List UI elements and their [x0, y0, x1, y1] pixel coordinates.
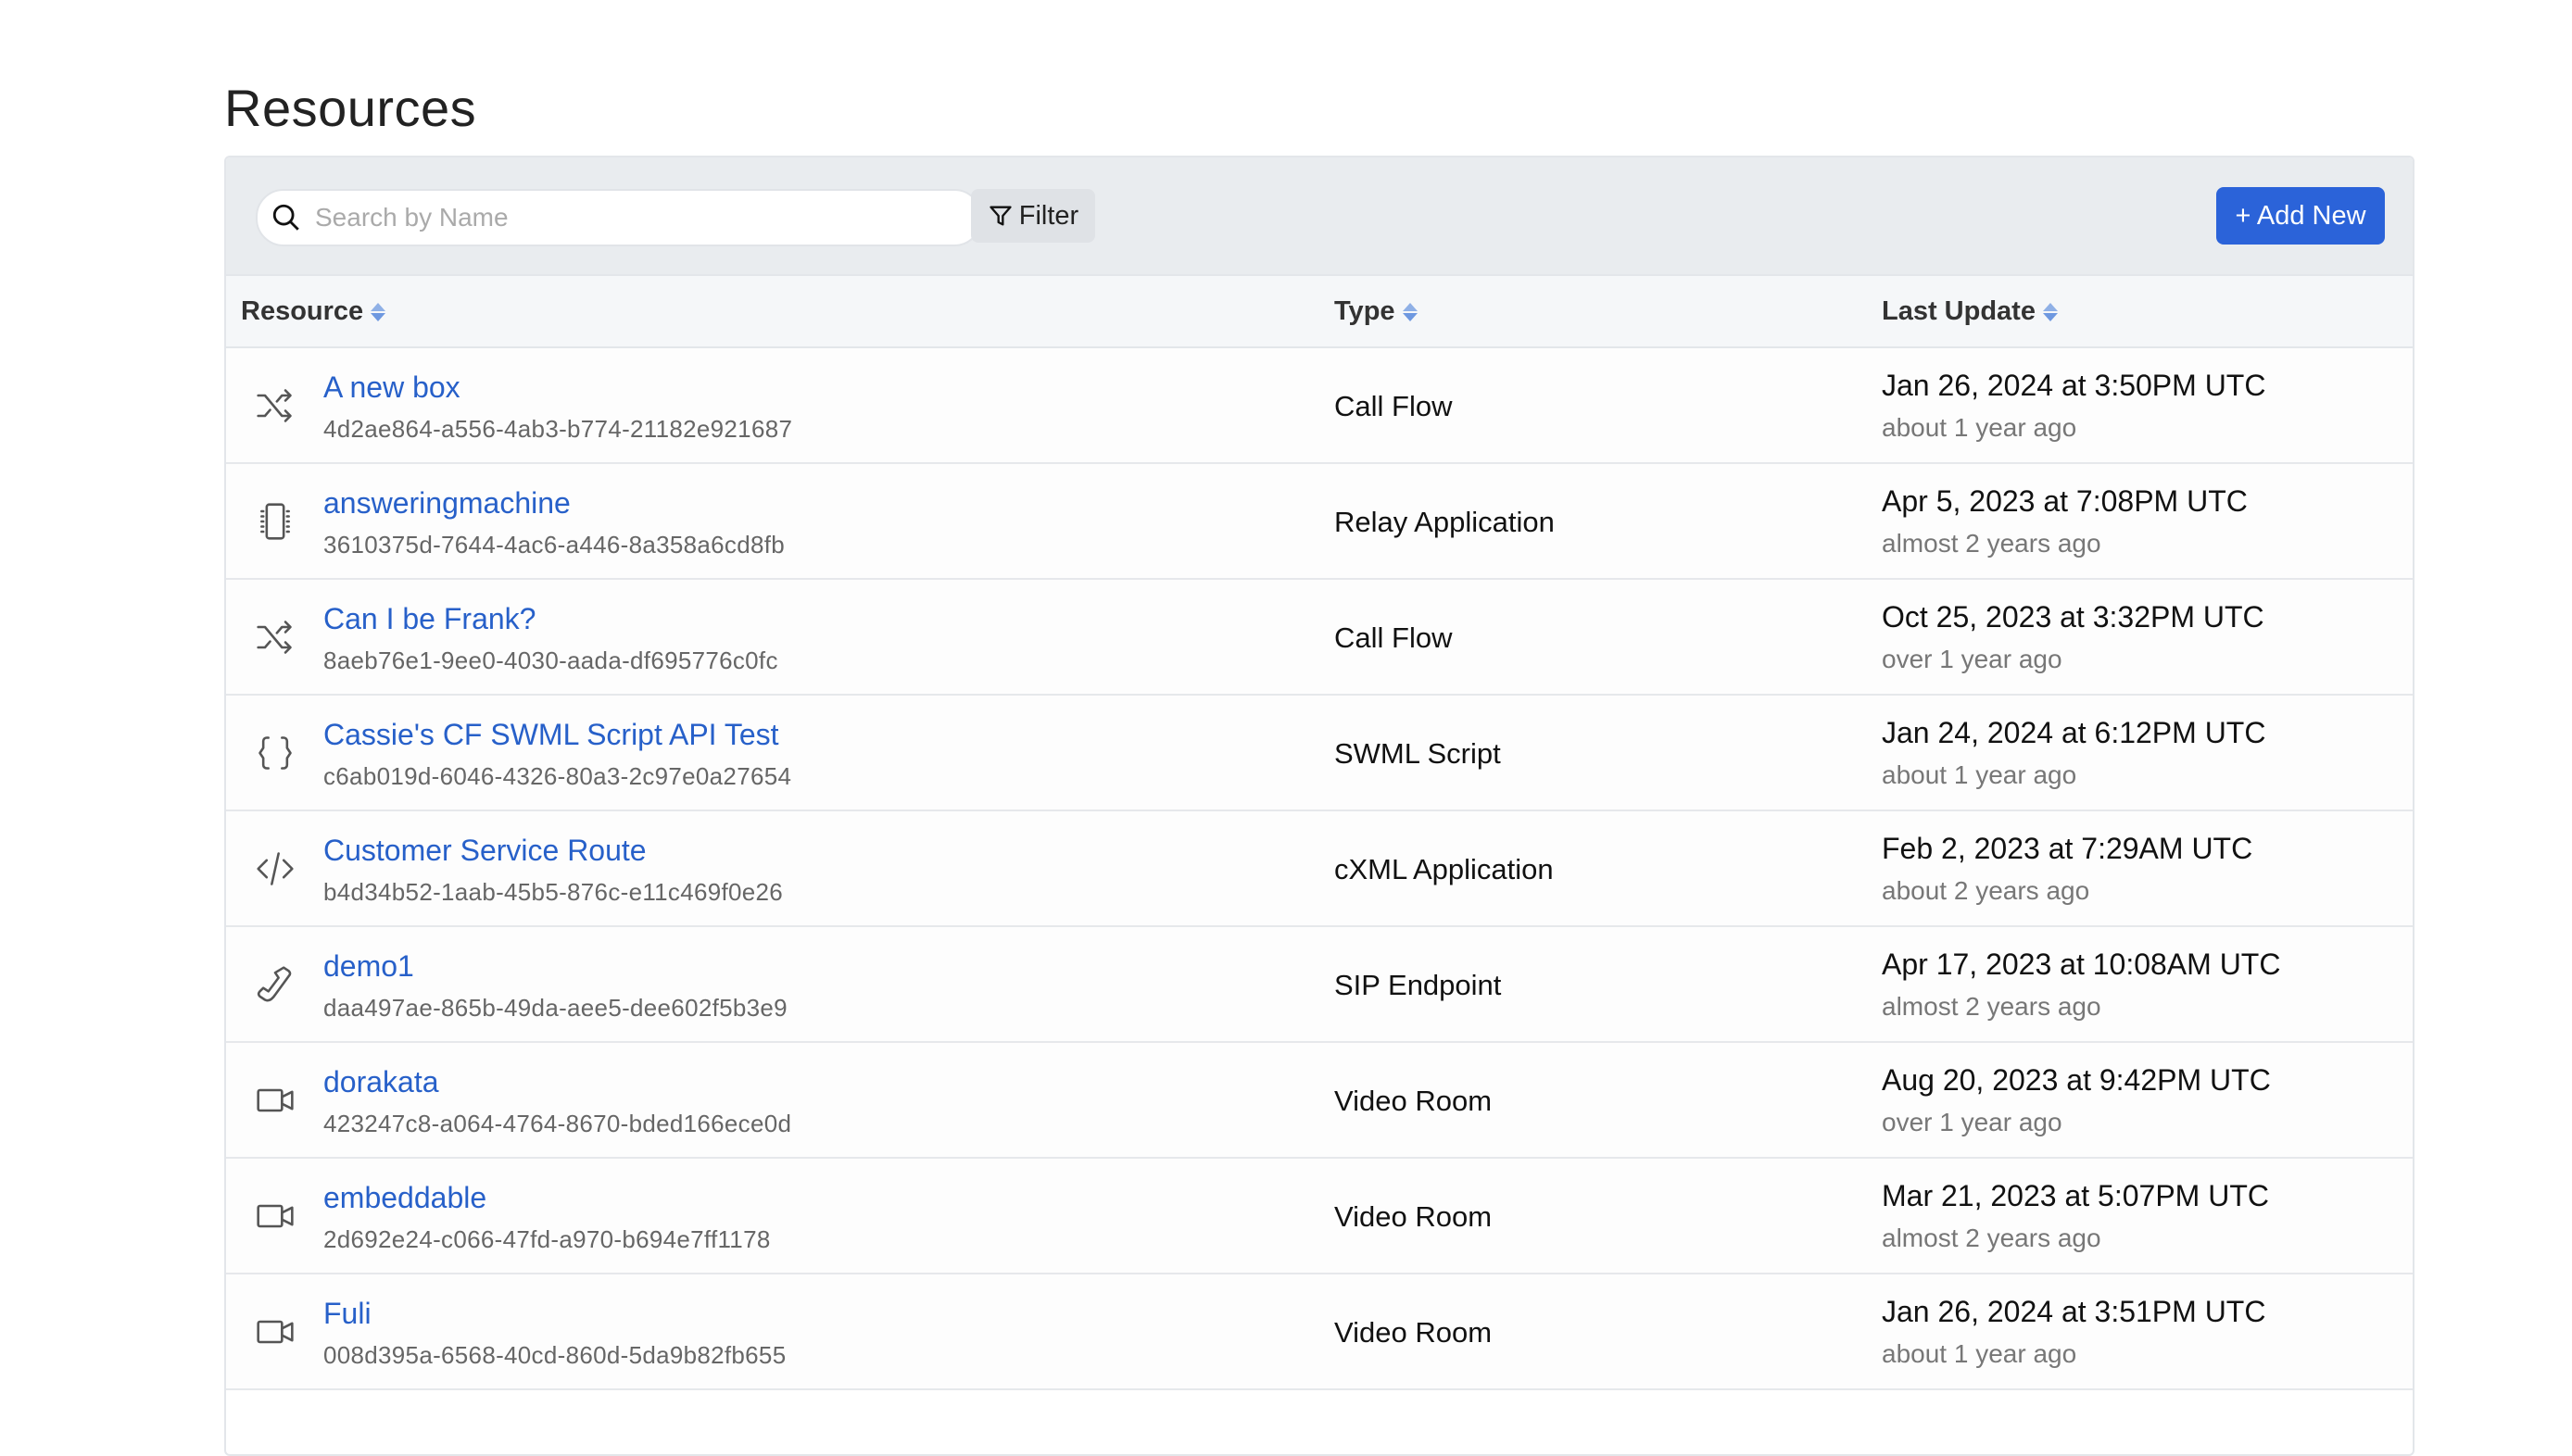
resource-type: Video Room [1334, 1200, 1493, 1233]
last-update-relative: about 1 year ago [1882, 760, 2077, 789]
resource-name-link[interactable]: demo1 [323, 949, 414, 983]
table-row[interactable]: A new box 4d2ae864-a556-4ab3-b774-21182e9… [226, 348, 2413, 464]
resource-name-link[interactable]: Fuli [323, 1297, 372, 1330]
resources-panel: Filter + Add New Resource Type Last Upda… [224, 156, 2414, 1456]
braces-icon [258, 736, 292, 770]
last-update-date: Jan 24, 2024 at 6:12PM UTC [1882, 716, 2266, 749]
resource-id: daa497ae-865b-49da-aee5-dee602f5b3e9 [323, 994, 788, 1022]
table-row[interactable]: Fuli 008d395a-6568-40cd-860d-5da9b82fb655… [226, 1274, 2413, 1390]
last-update-date: Oct 25, 2023 at 3:32PM UTC [1882, 600, 2264, 634]
resource-type: SWML Script [1334, 737, 1501, 770]
last-update-date: Jan 26, 2024 at 3:50PM UTC [1882, 369, 2266, 402]
resource-name-link[interactable]: Cassie's CF SWML Script API Test [323, 718, 779, 751]
last-update-relative: about 1 year ago [1882, 1339, 2077, 1368]
add-new-label: + Add New [2235, 200, 2366, 231]
table-row[interactable]: Can I be Frank? 8aeb76e1-9ee0-4030-aada-d… [226, 580, 2413, 696]
last-update-date: Jan 26, 2024 at 3:51PM UTC [1882, 1295, 2266, 1328]
resource-id: c6ab019d-6046-4326-80a3-2c97e0a27654 [323, 762, 792, 790]
filter-button[interactable]: Filter [971, 189, 1095, 243]
resource-type: cXML Application [1334, 853, 1554, 885]
toolbar: Filter + Add New [226, 157, 2413, 276]
resource-name-link[interactable]: dorakata [323, 1065, 439, 1098]
resource-name-link[interactable]: Can I be Frank? [323, 602, 536, 635]
phone-icon [257, 966, 292, 1002]
sort-icon [1402, 302, 1418, 321]
resource-name-link[interactable]: A new box [323, 370, 460, 404]
resource-type: Call Flow [1334, 621, 1453, 654]
table-row[interactable]: demo1 daa497ae-865b-49da-aee5-dee602f5b3e… [226, 927, 2413, 1043]
table-body: A new box 4d2ae864-a556-4ab3-b774-21182e9… [226, 348, 2413, 1390]
sort-icon [2042, 302, 2058, 321]
resource-name-link[interactable]: Customer Service Route [323, 834, 647, 867]
resource-type: Video Room [1334, 1316, 1493, 1349]
column-header-resource[interactable]: Resource [241, 296, 386, 327]
resource-id: 4d2ae864-a556-4ab3-b774-21182e921687 [323, 415, 793, 443]
last-update-date: Aug 20, 2023 at 9:42PM UTC [1882, 1063, 2271, 1097]
chip-icon [260, 503, 290, 540]
table-row[interactable]: Customer Service Route b4d34b52-1aab-45b5… [226, 811, 2413, 927]
shuffle-icon [257, 389, 292, 422]
search-icon [272, 204, 299, 231]
resource-type: Video Room [1334, 1085, 1493, 1117]
column-header-type[interactable]: Type [1334, 296, 1418, 327]
resource-type: Relay Application [1334, 506, 1555, 538]
resource-type: Call Flow [1334, 390, 1453, 422]
last-update-relative: almost 2 years ago [1882, 529, 2101, 558]
last-update-relative: almost 2 years ago [1882, 1224, 2101, 1252]
last-update-relative: about 2 years ago [1882, 876, 2090, 905]
last-update-relative: over 1 year ago [1882, 645, 2062, 673]
last-update-date: Apr 5, 2023 at 7:08PM UTC [1882, 484, 2248, 518]
video-icon [257, 1088, 294, 1112]
last-update-relative: almost 2 years ago [1882, 992, 2101, 1021]
code-icon [257, 852, 294, 885]
add-new-button[interactable]: + Add New [2216, 187, 2385, 245]
filter-icon [990, 206, 1012, 226]
last-update-date: Mar 21, 2023 at 5:07PM UTC [1882, 1179, 2269, 1212]
search-input[interactable] [313, 202, 947, 233]
column-header-last-update[interactable]: Last Update [1882, 296, 2058, 327]
resource-id: 3610375d-7644-4ac6-a446-8a358a6cd8fb [323, 531, 785, 559]
video-icon [257, 1320, 294, 1344]
last-update-relative: about 1 year ago [1882, 413, 2077, 442]
search-box[interactable] [256, 189, 982, 246]
resource-name-link[interactable]: answeringmachine [323, 486, 571, 520]
shuffle-icon [257, 621, 292, 654]
table-row[interactable]: embeddable 2d692e24-c066-47fd-a970-b694e7… [226, 1159, 2413, 1274]
table-row[interactable]: dorakata 423247c8-a064-4764-8670-bded166e… [226, 1043, 2413, 1159]
table-row[interactable]: Cassie's CF SWML Script API Test c6ab019d… [226, 696, 2413, 811]
sort-icon [371, 302, 386, 321]
last-update-date: Apr 17, 2023 at 10:08AM UTC [1882, 948, 2281, 981]
resource-id: 423247c8-a064-4764-8670-bded166ece0d [323, 1110, 792, 1137]
resource-id: b4d34b52-1aab-45b5-876c-e11c469f0e26 [323, 878, 784, 906]
resource-type: SIP Endpoint [1334, 969, 1502, 1001]
filter-label: Filter [1018, 200, 1079, 231]
table-row[interactable]: answeringmachine 3610375d-7644-4ac6-a446-… [226, 464, 2413, 580]
table-header: Resource Type Last Update [226, 276, 2413, 348]
resource-id: 008d395a-6568-40cd-860d-5da9b82fb655 [323, 1341, 787, 1369]
resource-id: 8aeb76e1-9ee0-4030-aada-df695776c0fc [323, 646, 778, 674]
last-update-date: Feb 2, 2023 at 7:29AM UTC [1882, 832, 2253, 865]
resource-id: 2d692e24-c066-47fd-a970-b694e7ff1178 [323, 1225, 771, 1253]
last-update-relative: over 1 year ago [1882, 1108, 2062, 1136]
page-title: Resources [224, 78, 477, 137]
resource-name-link[interactable]: embeddable [323, 1181, 487, 1214]
video-icon [257, 1204, 294, 1228]
